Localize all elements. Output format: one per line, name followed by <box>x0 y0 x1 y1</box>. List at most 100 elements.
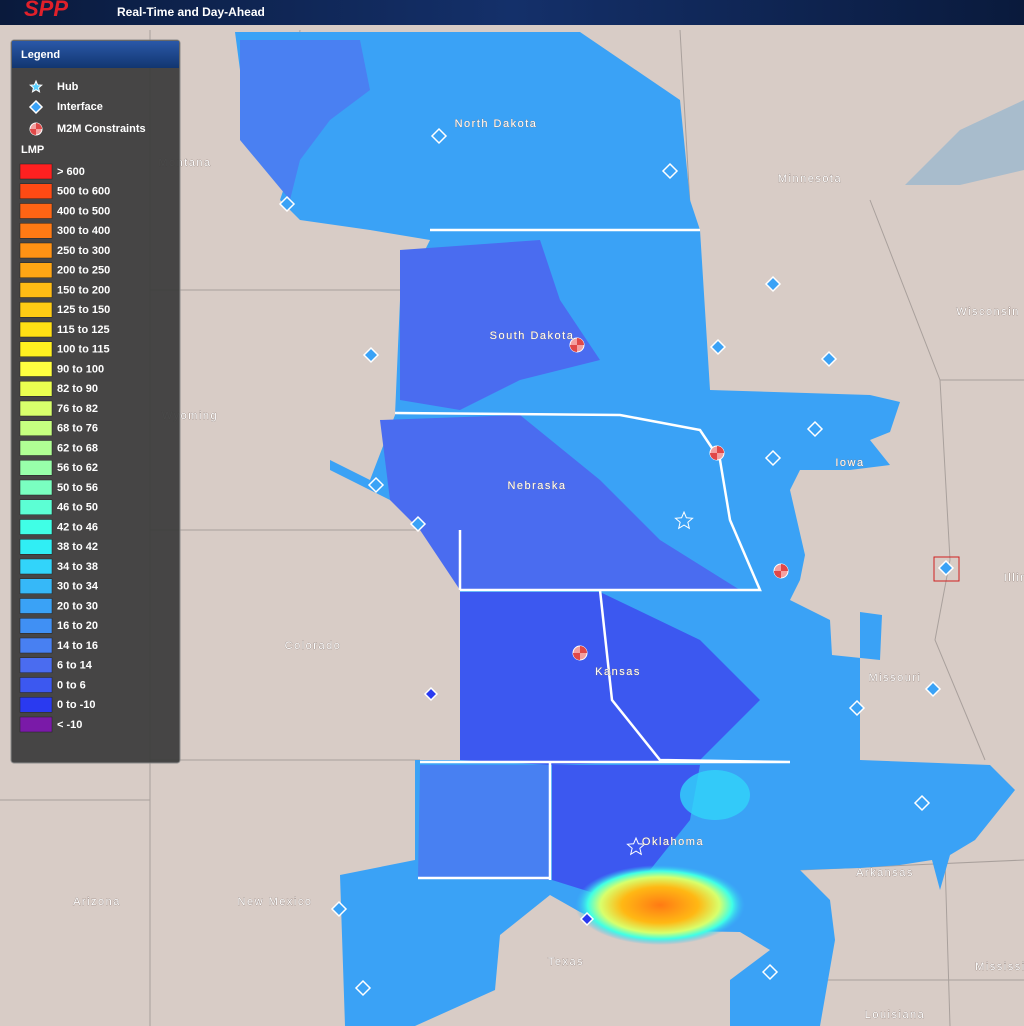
interface-icon <box>764 449 782 467</box>
header-subtitle: Real-Time and Day-Ahead <box>117 5 265 19</box>
legend-swatch <box>19 361 53 377</box>
hub-icon <box>29 79 43 93</box>
legend-swatch <box>19 637 53 654</box>
legend-swatch <box>19 242 53 259</box>
interface-icon <box>354 979 372 997</box>
legend-swatch <box>19 657 53 673</box>
interface-icon <box>924 680 942 698</box>
legend-range-label: 34 to 38 <box>57 561 98 573</box>
legend-range-label: 20 to 30 <box>57 600 98 612</box>
legend-swatch <box>19 598 53 614</box>
legend-title-bar <box>12 41 179 68</box>
legend-swatch <box>19 163 53 180</box>
legend-swatch <box>19 262 53 278</box>
interface-icon <box>430 127 448 145</box>
contour <box>680 770 750 820</box>
state-label: North Dakota <box>455 118 538 130</box>
legend-swatch <box>19 618 53 634</box>
legend-range-label: 68 to 76 <box>57 423 98 435</box>
legend-range-label: 500 to 600 <box>57 186 110 198</box>
interface-icon <box>423 686 439 702</box>
legend-range-label: 50 to 56 <box>57 482 98 494</box>
state-label: Iowa <box>835 457 864 469</box>
hub-icon <box>674 510 694 530</box>
state-label: Colorado <box>285 640 342 652</box>
interface-icon <box>806 420 824 438</box>
legend-range-label: 76 to 82 <box>57 403 98 415</box>
legend-range-label: 56 to 62 <box>57 462 98 474</box>
interface-icon <box>362 346 380 364</box>
contour <box>552 765 700 895</box>
legend-swatch <box>19 420 53 436</box>
interface-icon <box>661 162 679 180</box>
legend-range-label: 250 to 300 <box>57 245 110 257</box>
legend-symbol-label: Interface <box>57 101 103 113</box>
selection-box <box>933 556 960 582</box>
state-label: Nebraska <box>507 480 566 492</box>
interface-icon <box>764 275 782 293</box>
legend-swatch <box>19 479 53 496</box>
m2m-icon-quarter <box>573 646 587 660</box>
state-label: Arizona <box>73 896 121 908</box>
legend-range-label: 125 to 150 <box>57 304 110 316</box>
legend-range-label: > 600 <box>57 166 85 178</box>
legend-range-label: 30 to 34 <box>57 581 99 593</box>
state-label: Illinois <box>1004 572 1024 584</box>
state-label: Missouri <box>869 672 922 684</box>
interface-icon <box>820 350 838 368</box>
legend-swatch <box>19 716 53 733</box>
state-label: Arkansas <box>856 867 914 879</box>
interface-icon <box>937 559 955 577</box>
legend-range-label: 90 to 100 <box>57 363 104 375</box>
legend-swatch <box>19 302 53 318</box>
legend-symbol-label: Hub <box>57 81 79 93</box>
legend-swatch <box>19 558 53 575</box>
contour <box>380 415 740 590</box>
state-label: Louisiana <box>865 1009 926 1021</box>
legend-title: Legend <box>21 49 60 61</box>
legend-swatch <box>19 203 53 219</box>
interface-icon <box>848 699 866 717</box>
legend-panel: Legend LMP Hub Interface M2M Constraints > … <box>10 39 181 764</box>
interface-icon <box>913 794 931 812</box>
legend-range-label: 46 to 50 <box>57 502 98 514</box>
legend-swatch <box>19 341 53 357</box>
state-label: New Mexico <box>238 896 313 908</box>
state-label: Minnesota <box>778 173 842 185</box>
hub-icon <box>626 836 646 856</box>
interface-icon <box>367 476 385 494</box>
state-label: Kansas <box>595 666 641 678</box>
legend-range-label: 14 to 16 <box>57 640 98 652</box>
legend-swatch <box>19 282 53 298</box>
legend-swatch <box>19 400 53 417</box>
interface-icon <box>278 195 296 213</box>
legend-range-label: 16 to 20 <box>57 620 98 632</box>
m2m-icon-quarter <box>774 564 788 578</box>
interface-icon <box>579 911 595 927</box>
legend-swatch <box>19 183 53 199</box>
contour <box>418 765 550 880</box>
state-label: South Dakota <box>490 330 575 342</box>
legend-swatch <box>19 381 53 397</box>
lmp-title: LMP <box>21 144 44 156</box>
legend-background <box>10 39 181 764</box>
legend-range-label: 0 to -10 <box>57 699 96 711</box>
contour <box>240 40 370 200</box>
legend-swatch <box>19 697 53 713</box>
state-label: Texas <box>548 956 584 968</box>
legend-range-label: 115 to 125 <box>57 324 110 336</box>
legend-swatch <box>19 539 53 555</box>
logo: SPP <box>24 0 68 21</box>
legend-swatch <box>19 223 53 239</box>
m2m-icon-quarter <box>710 446 724 460</box>
legend-range-label: < -10 <box>57 719 82 731</box>
lake-superior <box>905 100 1024 185</box>
legend-swatch <box>19 677 53 693</box>
legend-range-label: 300 to 400 <box>57 225 110 237</box>
interface-icon <box>330 900 348 918</box>
m2m-icon-quarter <box>570 338 584 352</box>
interface-icon <box>761 963 779 981</box>
state-label: Mississippi <box>975 961 1024 973</box>
state-label: Wisconsin <box>956 306 1020 318</box>
legend-range-label: 400 to 500 <box>57 205 110 217</box>
